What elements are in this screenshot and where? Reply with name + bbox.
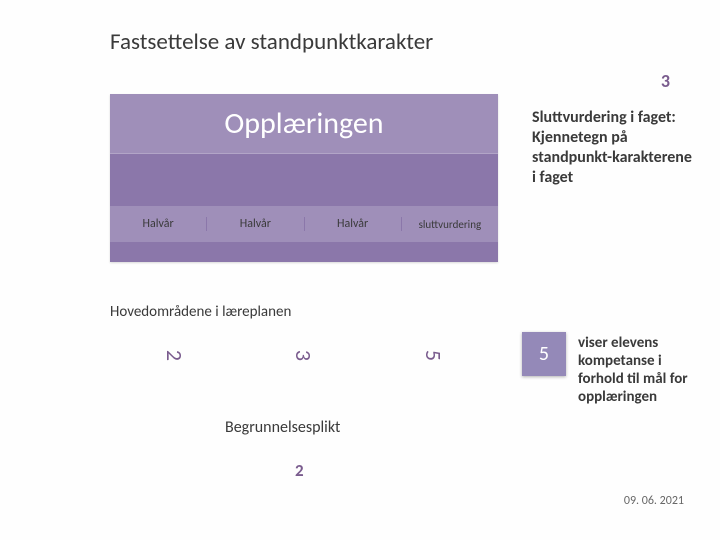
page-title: Fastsettelse av standpunktkarakter	[110, 28, 433, 56]
semester-cell: Halvår	[207, 217, 304, 231]
main-areas-label: Hovedområdene i læreplanen	[110, 303, 291, 321]
semester-row: Halvår Halvår Halvår sluttvurdering	[110, 206, 498, 242]
final-cell: sluttvurdering	[402, 218, 498, 231]
page-number-bottom: 2	[295, 460, 304, 481]
semester-cell: Halvår	[110, 217, 207, 231]
grade-box-5: 5	[522, 332, 566, 376]
sidebar-competence-text: viser elevens kompetanse i forhold til m…	[578, 334, 706, 406]
justification-label: Begrunnelsesplikt	[225, 418, 340, 437]
rotated-number: 2	[161, 349, 188, 360]
date-footer: 09. 06. 2021	[624, 494, 684, 508]
slide: Fastsettelse av standpunktkarakter 3 Opp…	[0, 0, 720, 540]
semester-cell: Halvår	[305, 217, 402, 231]
numbers-row: 2 3 5	[110, 328, 498, 382]
training-box: Opplæringen Halvår Halvår Halvår sluttvu…	[110, 94, 498, 262]
sidebar-assessment-text: Sluttvurdering i faget: Kjennetegn på st…	[532, 108, 692, 188]
training-header: Opplæringen	[110, 94, 498, 154]
rotated-number: 3	[290, 349, 317, 360]
page-number-top: 3	[661, 70, 670, 92]
rotated-number: 5	[420, 349, 447, 360]
